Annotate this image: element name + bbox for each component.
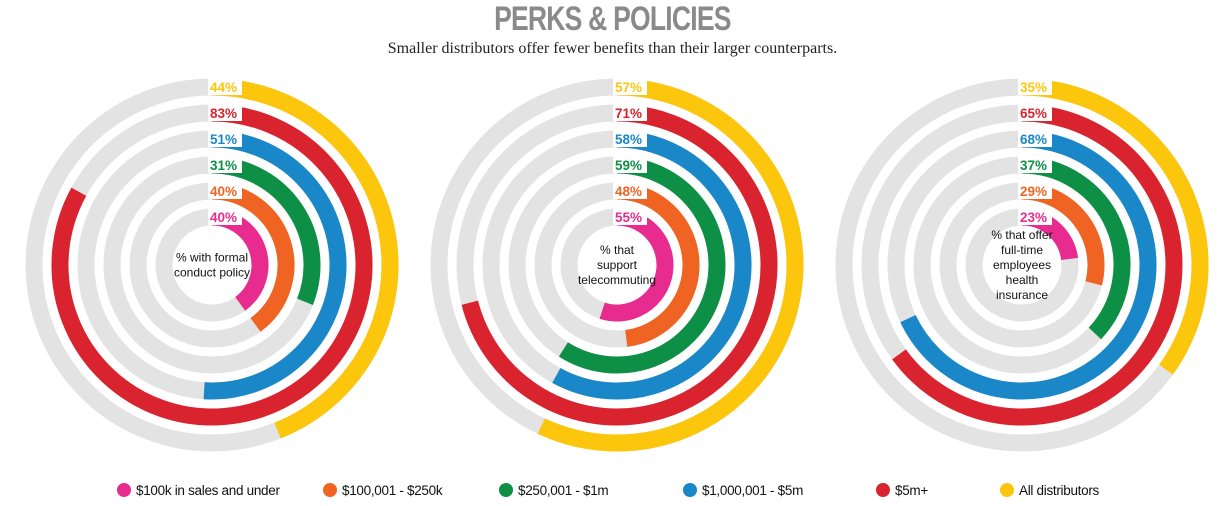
ring-value-label: 44% xyxy=(210,80,237,95)
ring-arc xyxy=(1021,156,1131,340)
ring-arc xyxy=(1021,78,1209,375)
ring-label-bg xyxy=(613,156,647,173)
ring-value-label: 65% xyxy=(1020,106,1047,121)
legend-label: $250,001 - $1m xyxy=(518,482,609,498)
ring-arc xyxy=(203,130,347,400)
legend-swatch xyxy=(683,483,697,497)
ring-value-label: 31% xyxy=(210,158,237,173)
ring-arc xyxy=(51,104,373,426)
ring-value-label: 40% xyxy=(210,210,237,225)
chart-center-title: % that support telecommuting xyxy=(578,243,656,287)
ring-label-bg xyxy=(613,208,647,225)
ring-value-label: 48% xyxy=(615,184,642,199)
legend-swatch xyxy=(1000,483,1014,497)
ring-arc xyxy=(461,104,778,426)
ring-value-label: 55% xyxy=(615,210,642,225)
ring-label-bg xyxy=(1018,104,1052,121)
ring-value-label: 23% xyxy=(1020,210,1047,225)
ring-label-bg xyxy=(613,182,647,199)
radial-chart-1: 40% 40% 31% 51% 83% 44% % with formal conduct p… xyxy=(25,78,399,452)
legend-item-all: All distributors xyxy=(1000,481,1099,499)
ring-arc xyxy=(558,156,726,374)
ring-arc xyxy=(616,182,700,347)
ring-arc xyxy=(900,130,1157,400)
radial-charts: 40% 40% 31% 51% 83% 44% % with formal conduct p… xyxy=(25,78,1209,452)
legend-item-1m: $250,001 - $1m xyxy=(499,481,609,499)
ring-arc xyxy=(537,78,804,452)
legend-label: All distributors xyxy=(1019,482,1099,498)
ring-value-label: 37% xyxy=(1020,158,1047,173)
ring-arc xyxy=(892,104,1183,426)
legend-swatch xyxy=(876,483,890,497)
legend-label: $100k in sales and under xyxy=(136,482,280,498)
legend-item-100k: $100k in sales and under xyxy=(117,481,280,499)
ring-value-label: 68% xyxy=(1020,132,1047,147)
legend-item-5m-plus: $5m+ xyxy=(876,481,928,499)
ring-value-label: 29% xyxy=(1020,184,1047,199)
legend-swatch xyxy=(499,483,513,497)
ring-label-bg xyxy=(208,78,242,95)
legend-label: $1,000,001 - $5m xyxy=(702,482,804,498)
legend-item-250k: $100,001 - $250k xyxy=(323,481,443,499)
legend-label: $100,001 - $250k xyxy=(342,482,443,498)
ring-value-label: 57% xyxy=(615,80,642,95)
chart-center-title: % that offer full-time employees health insu… xyxy=(991,228,1052,302)
radial-chart-2: 55% 48% 59% 58% 71% 57% % that support telecommu… xyxy=(430,78,804,452)
legend-swatch xyxy=(117,483,131,497)
ring-label-bg xyxy=(1018,130,1052,147)
ring-label-bg xyxy=(1018,182,1052,199)
ring-label-bg xyxy=(1018,208,1052,225)
ring-value-label: 83% xyxy=(210,106,237,121)
ring-label-bg xyxy=(208,130,242,147)
ring-value-label: 40% xyxy=(210,184,237,199)
ring-value-label: 35% xyxy=(1020,80,1047,95)
ring-arc xyxy=(211,78,399,439)
legend-swatch xyxy=(323,483,337,497)
ring-label-bg xyxy=(613,104,647,121)
ring-label-bg xyxy=(208,156,242,173)
ring-label-bg xyxy=(208,182,242,199)
chart-center-title: % with formal conduct policy xyxy=(174,251,250,280)
ring-value-label: 51% xyxy=(210,132,237,147)
ring-value-label: 71% xyxy=(615,106,642,121)
page-title: PERKS & POLICIES xyxy=(494,0,731,38)
page-subtitle: Smaller distributors offer fewer benefit… xyxy=(387,40,838,57)
legend-item-5m: $1,000,001 - $5m xyxy=(683,481,803,499)
legend-label: $5m+ xyxy=(895,482,928,498)
ring-arc xyxy=(552,130,752,400)
ring-value-label: 58% xyxy=(615,132,642,147)
ring-label-bg xyxy=(208,104,242,121)
ring-label-bg xyxy=(1018,156,1052,173)
ring-label-bg xyxy=(613,78,647,95)
ring-label-bg xyxy=(1018,78,1052,95)
ring-label-bg xyxy=(208,208,242,225)
radial-chart-3: 23% 29% 37% 68% 65% 35% % that offer full-time e… xyxy=(835,78,1209,452)
ring-label-bg xyxy=(613,130,647,147)
ring-value-label: 59% xyxy=(615,158,642,173)
